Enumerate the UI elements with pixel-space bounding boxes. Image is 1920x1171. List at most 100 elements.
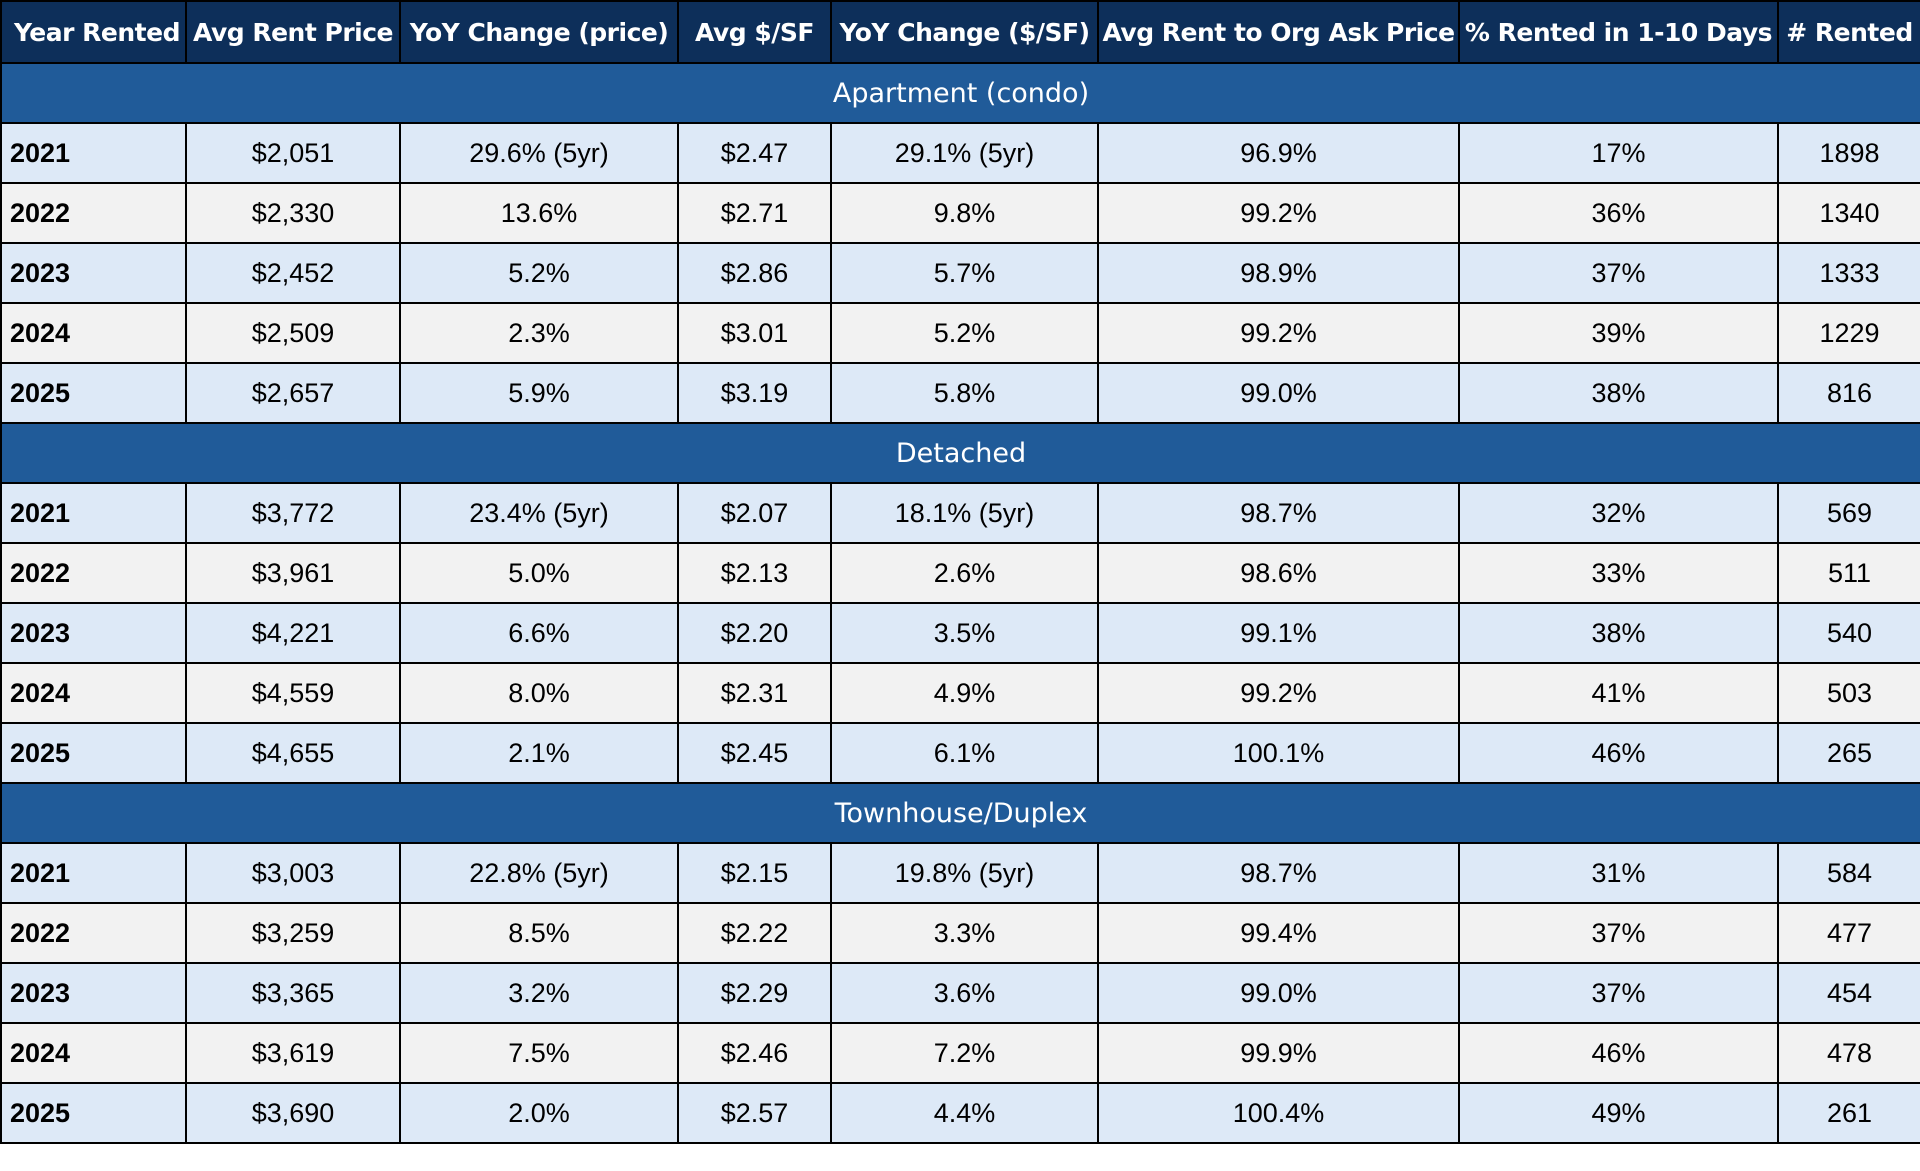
cell-rented-1-10-days: 33% (1458, 542, 1779, 604)
cell-rent-to-ask-ratio: 99.2% (1097, 182, 1460, 244)
cell-avg-rent-price: $2,051 (185, 122, 401, 184)
cell-rented-1-10-days: 49% (1458, 1082, 1779, 1144)
cell-year: 2025 (0, 1082, 187, 1144)
cell-rent-to-ask-ratio: 99.0% (1097, 962, 1460, 1024)
cell-avg-per-sf: $2.29 (677, 962, 832, 1024)
cell-rent-to-ask-ratio: 99.2% (1097, 662, 1460, 724)
cell-yoy-change-price: 6.6% (399, 602, 679, 664)
cell-num-rented: 584 (1777, 842, 1920, 904)
cell-year: 2023 (0, 602, 187, 664)
cell-avg-rent-price: $3,619 (185, 1022, 401, 1084)
cell-year: 2022 (0, 902, 187, 964)
cell-rented-1-10-days: 31% (1458, 842, 1779, 904)
cell-avg-per-sf: $2.22 (677, 902, 832, 964)
cell-num-rented: 1340 (1777, 182, 1920, 244)
cell-yoy-change-price: 23.4% (5yr) (399, 482, 679, 544)
header-yoy-change-per-sf: YoY Change ($/SF) (830, 0, 1099, 64)
header-num-rented: # Rented (1777, 0, 1920, 64)
cell-avg-per-sf: $2.86 (677, 242, 832, 304)
cell-rent-to-ask-ratio: 99.9% (1097, 1022, 1460, 1084)
cell-year: 2021 (0, 842, 187, 904)
table-row: 2023 $3,365 3.2% $2.29 3.6% 99.0% 37% 454 (0, 962, 1920, 1024)
cell-avg-per-sf: $2.46 (677, 1022, 832, 1084)
cell-yoy-change-per-sf: 9.8% (830, 182, 1099, 244)
cell-yoy-change-per-sf: 3.5% (830, 602, 1099, 664)
cell-num-rented: 511 (1777, 542, 1920, 604)
cell-rented-1-10-days: 36% (1458, 182, 1779, 244)
table-row: 2024 $2,509 2.3% $3.01 5.2% 99.2% 39% 1229 (0, 302, 1920, 364)
cell-yoy-change-per-sf: 18.1% (5yr) (830, 482, 1099, 544)
cell-yoy-change-price: 8.0% (399, 662, 679, 724)
table-row: 2024 $4,559 8.0% $2.31 4.9% 99.2% 41% 503 (0, 662, 1920, 724)
cell-yoy-change-per-sf: 19.8% (5yr) (830, 842, 1099, 904)
cell-num-rented: 478 (1777, 1022, 1920, 1084)
cell-rent-to-ask-ratio: 99.2% (1097, 302, 1460, 364)
cell-yoy-change-price: 22.8% (5yr) (399, 842, 679, 904)
cell-rented-1-10-days: 38% (1458, 602, 1779, 664)
cell-year: 2021 (0, 122, 187, 184)
cell-yoy-change-per-sf: 29.1% (5yr) (830, 122, 1099, 184)
cell-avg-rent-price: $4,655 (185, 722, 401, 784)
cell-rent-to-ask-ratio: 98.7% (1097, 842, 1460, 904)
cell-avg-rent-price: $4,559 (185, 662, 401, 724)
cell-yoy-change-price: 5.0% (399, 542, 679, 604)
cell-avg-per-sf: $2.57 (677, 1082, 832, 1144)
header-avg-rent-price: Avg Rent Price (185, 0, 401, 64)
cell-year: 2021 (0, 482, 187, 544)
cell-rent-to-ask-ratio: 98.9% (1097, 242, 1460, 304)
table-row: 2022 $3,259 8.5% $2.22 3.3% 99.4% 37% 477 (0, 902, 1920, 964)
cell-year: 2024 (0, 1022, 187, 1084)
table-row: 2022 $3,961 5.0% $2.13 2.6% 98.6% 33% 511 (0, 542, 1920, 604)
rental-stats-table: Year Rented Avg Rent Price YoY Change (p… (0, 0, 1920, 1144)
cell-yoy-change-price: 13.6% (399, 182, 679, 244)
cell-yoy-change-per-sf: 7.2% (830, 1022, 1099, 1084)
cell-yoy-change-per-sf: 6.1% (830, 722, 1099, 784)
cell-num-rented: 454 (1777, 962, 1920, 1024)
cell-num-rented: 1333 (1777, 242, 1920, 304)
cell-num-rented: 503 (1777, 662, 1920, 724)
cell-rented-1-10-days: 32% (1458, 482, 1779, 544)
cell-yoy-change-price: 2.0% (399, 1082, 679, 1144)
cell-rent-to-ask-ratio: 100.1% (1097, 722, 1460, 784)
cell-yoy-change-price: 8.5% (399, 902, 679, 964)
cell-year: 2023 (0, 242, 187, 304)
cell-avg-per-sf: $3.19 (677, 362, 832, 424)
cell-avg-per-sf: $2.45 (677, 722, 832, 784)
cell-avg-rent-price: $4,221 (185, 602, 401, 664)
cell-avg-per-sf: $2.07 (677, 482, 832, 544)
cell-avg-rent-price: $2,330 (185, 182, 401, 244)
cell-rent-to-ask-ratio: 98.7% (1097, 482, 1460, 544)
header-year-rented: Year Rented (0, 0, 187, 64)
cell-avg-rent-price: $2,452 (185, 242, 401, 304)
table-row: 2025 $2,657 5.9% $3.19 5.8% 99.0% 38% 816 (0, 362, 1920, 424)
header-rented-1-10-days: % Rented in 1-10 Days (1458, 0, 1779, 64)
table-body: Apartment (condo) 2021 $2,051 29.6% (5yr) $2… (0, 62, 1920, 1144)
section-row: Townhouse/Duplex (0, 782, 1920, 844)
section-row: Detached (0, 422, 1920, 484)
cell-rented-1-10-days: 46% (1458, 722, 1779, 784)
cell-rented-1-10-days: 17% (1458, 122, 1779, 184)
cell-year: 2024 (0, 302, 187, 364)
cell-yoy-change-price: 5.2% (399, 242, 679, 304)
cell-avg-rent-price: $3,961 (185, 542, 401, 604)
cell-yoy-change-per-sf: 4.4% (830, 1082, 1099, 1144)
cell-yoy-change-per-sf: 5.8% (830, 362, 1099, 424)
cell-year: 2023 (0, 962, 187, 1024)
cell-rent-to-ask-ratio: 96.9% (1097, 122, 1460, 184)
section-title: Detached (0, 422, 1920, 484)
header-row: Year Rented Avg Rent Price YoY Change (p… (0, 0, 1920, 64)
cell-avg-rent-price: $3,259 (185, 902, 401, 964)
cell-num-rented: 540 (1777, 602, 1920, 664)
cell-yoy-change-price: 29.6% (5yr) (399, 122, 679, 184)
cell-year: 2025 (0, 362, 187, 424)
section-row: Apartment (condo) (0, 62, 1920, 124)
cell-yoy-change-per-sf: 3.3% (830, 902, 1099, 964)
cell-avg-rent-price: $3,690 (185, 1082, 401, 1144)
cell-rented-1-10-days: 41% (1458, 662, 1779, 724)
cell-avg-rent-price: $2,509 (185, 302, 401, 364)
cell-yoy-change-price: 2.1% (399, 722, 679, 784)
cell-year: 2024 (0, 662, 187, 724)
cell-yoy-change-per-sf: 5.2% (830, 302, 1099, 364)
cell-avg-rent-price: $2,657 (185, 362, 401, 424)
table-header: Year Rented Avg Rent Price YoY Change (p… (0, 0, 1920, 64)
